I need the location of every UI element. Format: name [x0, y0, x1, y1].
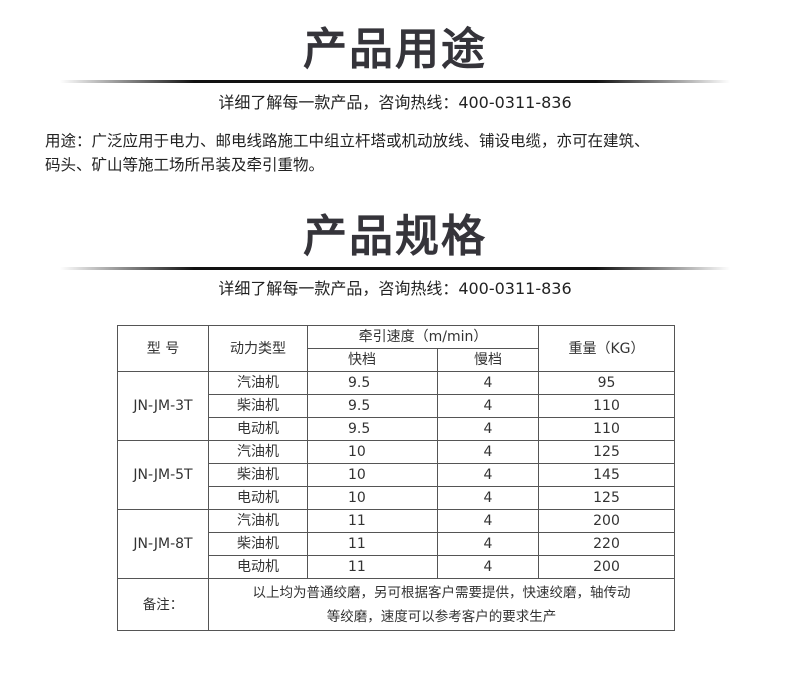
- note-line: 以上均为普通绞磨，另可根据客户需要提供，快速绞磨，轴传动: [252, 584, 631, 601]
- slow-speed-cell: 4: [436, 440, 540, 464]
- header-model: 型 号: [117, 325, 209, 372]
- fast-speed-cell: 10: [307, 463, 438, 487]
- slow-speed-cell: 4: [436, 486, 540, 510]
- fast-speed-cell: 9.5: [307, 417, 438, 441]
- hotline-text: 详细了解每一款产品，咨询热线：400-0311-836: [218, 279, 572, 298]
- slow-speed-cell: 4: [436, 463, 540, 487]
- usage-description: 用途：广泛应用于电力、邮电线路施工中组立杆塔或机动放线、铺设电缆，亦可在建筑、 …: [45, 129, 765, 177]
- table-header-row: 快档 慢档: [118, 348, 675, 372]
- fast-speed-cell: 9.5: [307, 371, 438, 395]
- section-title-specs: 产品规格: [303, 211, 487, 262]
- weight-cell: 125: [538, 486, 676, 510]
- table-header-row: 型 号 动力类型 牵引速度（m/min） 重量（KG）: [117, 325, 676, 372]
- weight-cell: 125: [538, 440, 676, 464]
- note-text: 以上均为普通绞磨，另可根据客户需要提供，快速绞磨，轴传动 等绞磨，速度可以参考客户…: [207, 578, 676, 631]
- slow-speed-cell: 4: [436, 417, 540, 441]
- fast-speed-cell: 11: [307, 532, 438, 556]
- fast-speed-cell: 10: [307, 440, 438, 464]
- table-row: 电动机 11 4 200: [118, 555, 676, 579]
- power-type-cell: 电动机: [208, 486, 308, 510]
- weight-cell: 220: [538, 532, 676, 556]
- weight-cell: 200: [538, 555, 676, 579]
- note-label: 备注：: [117, 578, 209, 631]
- weight-cell: 200: [538, 509, 676, 533]
- hotline-text: 详细了解每一款产品，咨询热线：400-0311-836: [218, 93, 572, 112]
- divider: [60, 267, 730, 270]
- table-row: 柴油机 9.5 4 110: [118, 394, 676, 418]
- model-cell: JN-JM-5T: [117, 440, 209, 510]
- header-power: 动力类型: [208, 325, 308, 372]
- model-cell: JN-JM-8T: [117, 509, 209, 579]
- spec-table: 型 号 动力类型 牵引速度（m/min） 重量（KG） 快档 慢档 JN-JM-…: [117, 325, 676, 631]
- header-weight: 重量（KG）: [538, 325, 676, 372]
- table-row: JN-JM-3T 汽油机 9.5 4 95: [117, 371, 676, 441]
- slow-speed-cell: 4: [436, 394, 540, 418]
- weight-cell: 145: [538, 463, 676, 487]
- usage-line: 用途：广泛应用于电力、邮电线路施工中组立杆塔或机动放线、铺设电缆，亦可在建筑、: [45, 132, 650, 150]
- fast-speed-cell: 11: [307, 555, 438, 579]
- power-type-cell: 电动机: [208, 555, 308, 579]
- header-slow: 慢档: [436, 348, 540, 372]
- header-speed: 牵引速度（m/min）: [306, 325, 540, 349]
- power-type-cell: 汽油机: [208, 371, 308, 395]
- slow-speed-cell: 4: [436, 371, 540, 395]
- fast-speed-cell: 11: [307, 509, 438, 533]
- table-row: 电动机 10 4 125: [118, 486, 676, 510]
- table-row: JN-JM-8T 汽油机 11 4 200: [117, 509, 676, 579]
- slow-speed-cell: 4: [436, 555, 540, 579]
- weight-cell: 95: [538, 371, 676, 395]
- weight-cell: 110: [538, 394, 676, 418]
- power-type-cell: 汽油机: [208, 509, 308, 533]
- slow-speed-cell: 4: [436, 509, 540, 533]
- table-row: 柴油机 11 4 220: [118, 532, 676, 556]
- power-type-cell: 电动机: [208, 417, 308, 441]
- note-line: 等绞磨，速度可以参考客户的要求生产: [326, 608, 557, 625]
- divider: [60, 80, 730, 83]
- fast-speed-cell: 10: [307, 486, 438, 510]
- note-row: 备注： 以上均为普通绞磨，另可根据客户需要提供，快速绞磨，轴传动 等绞磨，速度可以参…: [117, 578, 676, 631]
- table-row: JN-JM-5T 汽油机 10 4 125: [117, 440, 676, 510]
- power-type-cell: 柴油机: [208, 532, 308, 556]
- usage-line: 码头、矿山等施工场所吊装及牵引重物。: [45, 156, 325, 174]
- weight-cell: 110: [538, 417, 676, 441]
- power-type-cell: 柴油机: [208, 394, 308, 418]
- header-fast: 快档: [307, 348, 438, 372]
- power-type-cell: 汽油机: [208, 440, 308, 464]
- fast-speed-cell: 9.5: [307, 394, 438, 418]
- table-row: 电动机 9.5 4 110: [118, 417, 676, 441]
- slow-speed-cell: 4: [436, 532, 540, 556]
- power-type-cell: 柴油机: [208, 463, 308, 487]
- section-title-usage: 产品用途: [303, 24, 487, 75]
- model-cell: JN-JM-3T: [117, 371, 209, 441]
